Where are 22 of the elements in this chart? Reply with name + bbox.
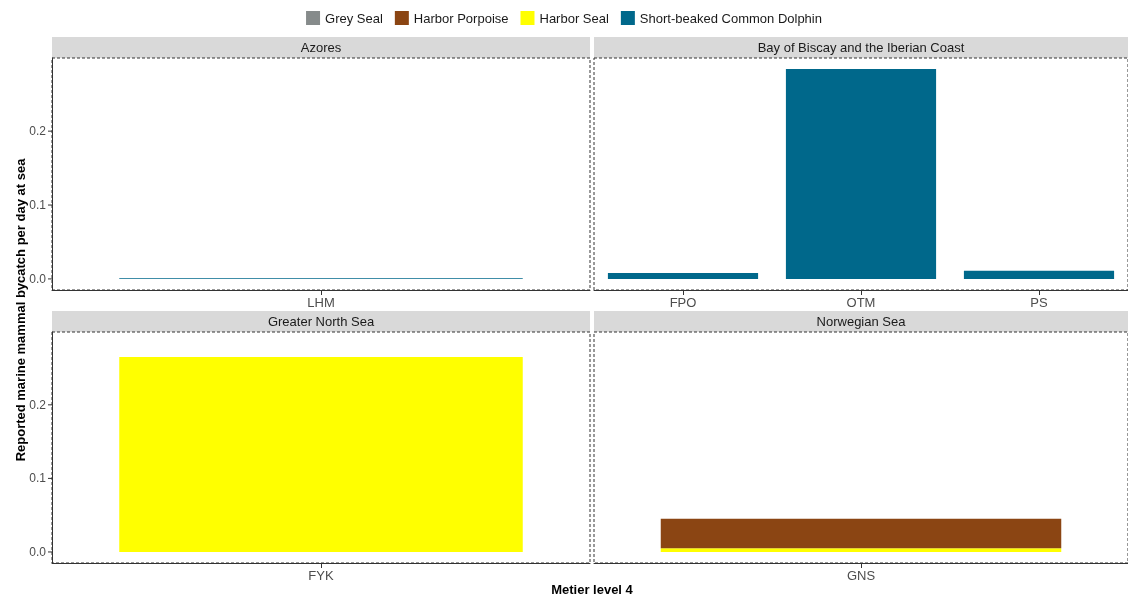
legend-label: Harbor Porpoise: [413, 10, 509, 26]
y-tick-label: 0.0: [29, 544, 47, 559]
x-axis-title: Metier level 4: [551, 581, 634, 596]
legend-label: Grey Seal: [325, 10, 383, 26]
y-tick-label: 0.0: [29, 271, 47, 286]
legend-label: Short-beaked Common Dolphin: [639, 10, 822, 26]
x-tick-label: OTM: [846, 295, 876, 310]
legend-label: Harbor Seal: [539, 10, 609, 26]
x-tick-label: GNS: [846, 568, 876, 583]
chart-title: Bay of Biscay and the Iberian Coast: [757, 40, 965, 55]
y-tick-label: 0.1: [29, 198, 47, 213]
x-tick-label: PS: [1030, 295, 1048, 310]
chart-title: Azores: [300, 40, 342, 55]
x-tick-label: FPO: [669, 295, 697, 310]
y-tick-label: 0.1: [29, 471, 47, 486]
x-tick-label: FYK: [308, 568, 334, 583]
x-tick-label: LHM: [307, 295, 335, 310]
y-axis-title: Reported marine mammal bycatch per day at sea: [12, 157, 28, 462]
chart-title: Greater North Sea: [267, 314, 375, 329]
y-tick-label: 0.2: [29, 124, 47, 139]
chart-title: Norwegian Sea: [816, 314, 907, 329]
y-tick-label: 0.2: [29, 397, 47, 412]
